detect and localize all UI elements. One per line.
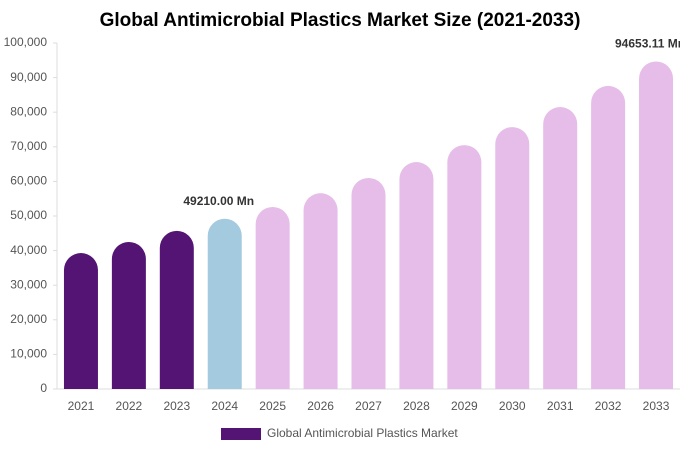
y-tick-label: 0 xyxy=(40,381,47,395)
bar xyxy=(399,162,434,389)
bar xyxy=(159,230,194,389)
y-tick-label: 90,000 xyxy=(10,70,47,84)
x-tick-label: 2021 xyxy=(68,399,95,413)
bar xyxy=(303,193,338,389)
y-tick-label: 20,000 xyxy=(10,312,47,326)
legend-swatch xyxy=(221,428,261,440)
bar xyxy=(63,253,98,389)
x-tick-label: 2022 xyxy=(116,399,143,413)
x-tick-label: 2031 xyxy=(547,399,574,413)
x-tick-label: 2025 xyxy=(259,399,286,413)
x-tick-label: 2027 xyxy=(355,399,382,413)
bar xyxy=(591,85,626,390)
bar xyxy=(207,218,242,389)
bar xyxy=(495,127,530,389)
y-tick-label: 10,000 xyxy=(10,347,47,361)
bar xyxy=(447,145,482,389)
chart-title: Global Antimicrobial Plastics Market Siz… xyxy=(100,10,581,31)
y-tick-label: 30,000 xyxy=(10,277,47,291)
x-tick-label: 2032 xyxy=(595,399,622,413)
bar xyxy=(639,61,674,389)
y-tick-label: 80,000 xyxy=(10,104,47,118)
x-tick-label: 2026 xyxy=(307,399,334,413)
y-tick-label: 60,000 xyxy=(10,174,47,188)
y-tick-label: 100,000 xyxy=(4,35,48,49)
y-tick-label: 50,000 xyxy=(10,208,47,222)
x-tick-label: 2029 xyxy=(451,399,478,413)
value-label: 49210.00 Mn xyxy=(183,194,254,208)
y-tick-label: 40,000 xyxy=(10,243,47,257)
legend-label: Global Antimicrobial Plastics Market xyxy=(267,426,458,440)
bar xyxy=(351,177,386,389)
x-tick-label: 2028 xyxy=(403,399,430,413)
bar xyxy=(111,241,146,389)
x-tick-label: 2030 xyxy=(499,399,526,413)
bar xyxy=(255,207,290,389)
y-tick-label: 70,000 xyxy=(10,139,47,153)
value-label: 94653.11 Mn xyxy=(615,37,680,51)
x-tick-label: 2024 xyxy=(211,399,238,413)
x-tick-label: 2023 xyxy=(163,399,190,413)
x-tick-label: 2033 xyxy=(643,399,670,413)
bar xyxy=(543,107,578,389)
